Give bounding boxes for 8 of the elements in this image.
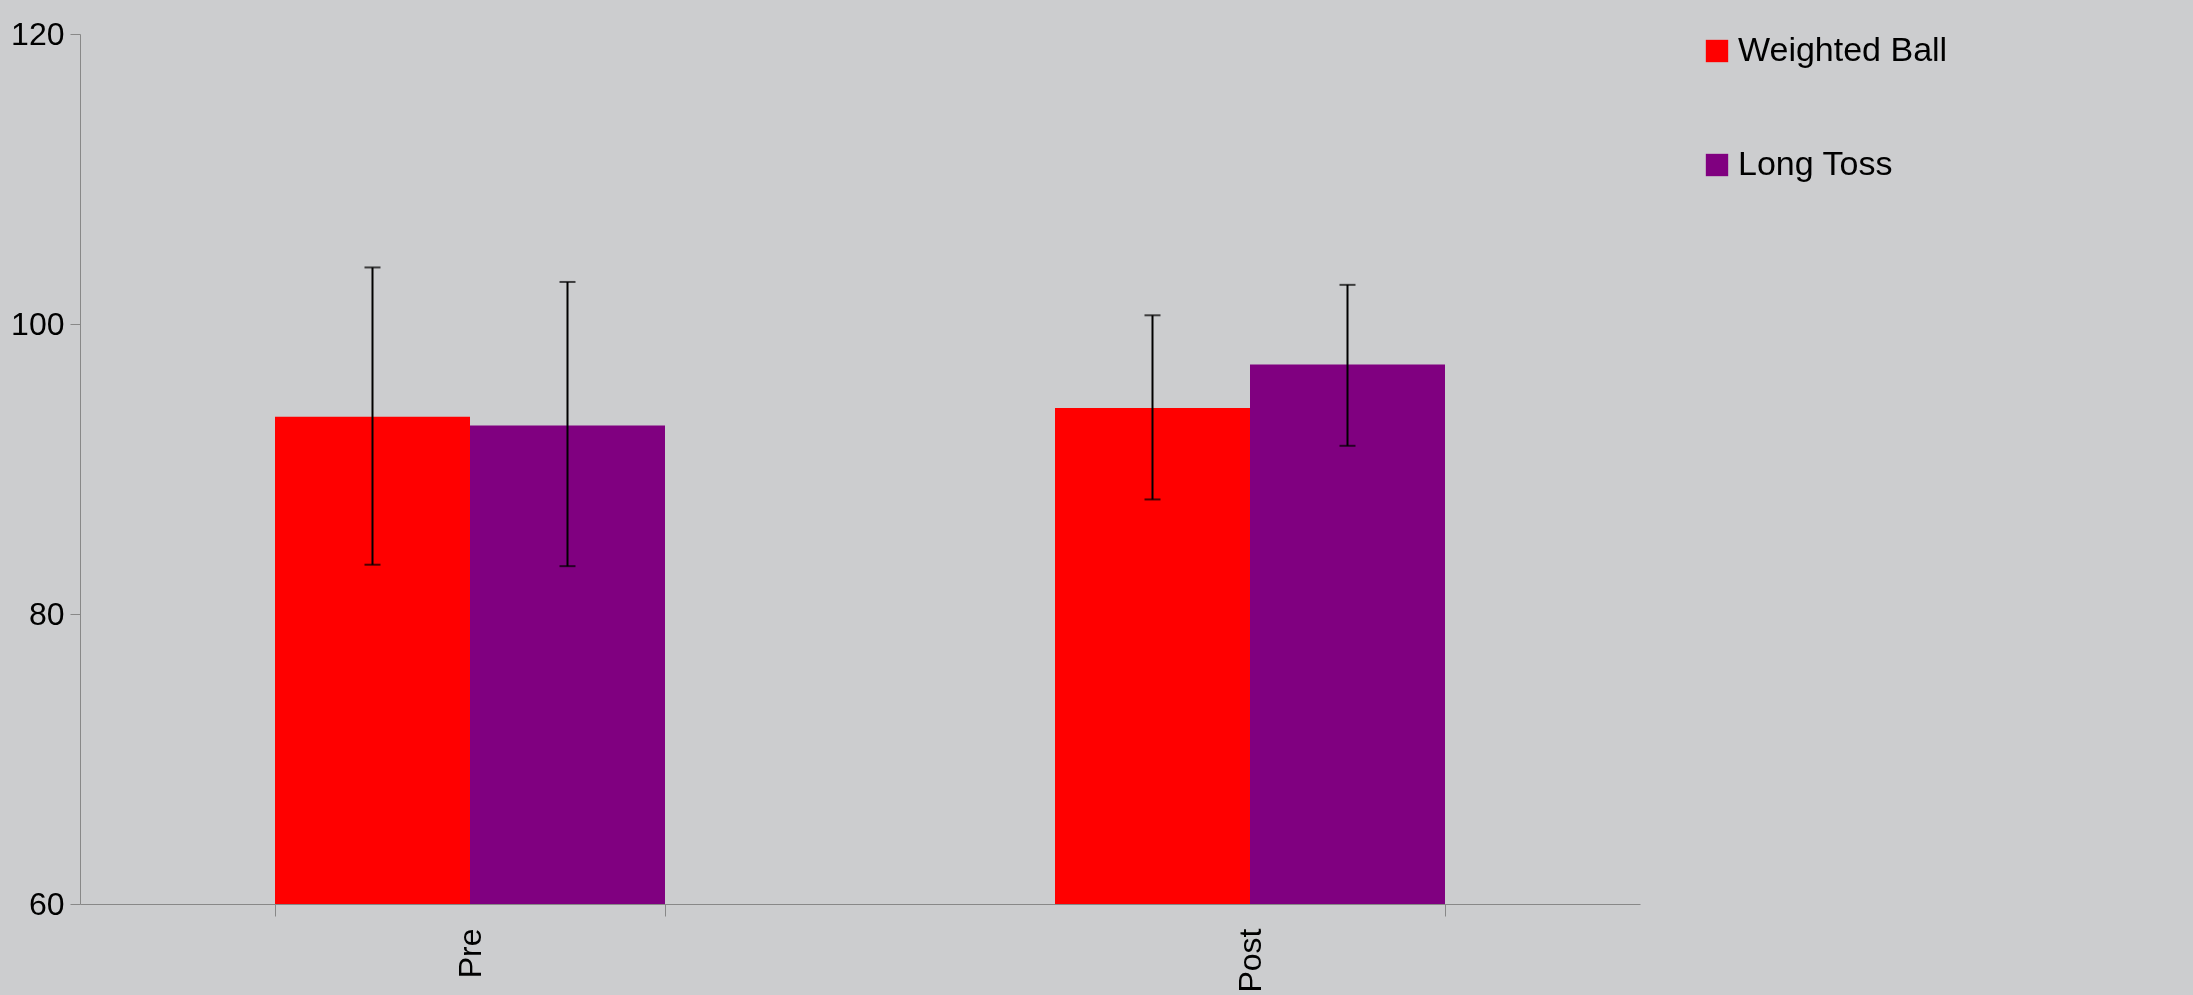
y-tick-label: 80 [28,595,65,632]
y-tick-label: 120 [11,15,65,52]
x-tick-label: Pre [451,928,488,979]
y-tick-label: 100 [11,305,65,342]
x-tick-label: Post [1231,928,1268,993]
legend-label: Weighted Ball [1738,30,1948,68]
legend-label: Long Toss [1738,144,1893,182]
y-tick-label: 60 [28,885,65,922]
